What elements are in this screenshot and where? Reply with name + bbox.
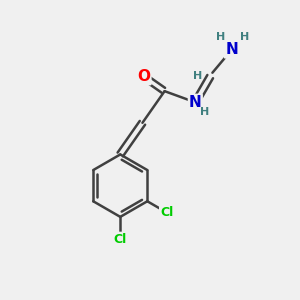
Text: H: H	[217, 32, 226, 42]
Text: H: H	[193, 71, 202, 81]
Text: N: N	[189, 95, 202, 110]
Text: H: H	[240, 32, 250, 42]
Text: H: H	[200, 107, 209, 117]
Text: Cl: Cl	[160, 206, 173, 219]
Text: O: O	[137, 69, 150, 84]
Text: Cl: Cl	[114, 233, 127, 246]
Text: N: N	[225, 43, 238, 58]
